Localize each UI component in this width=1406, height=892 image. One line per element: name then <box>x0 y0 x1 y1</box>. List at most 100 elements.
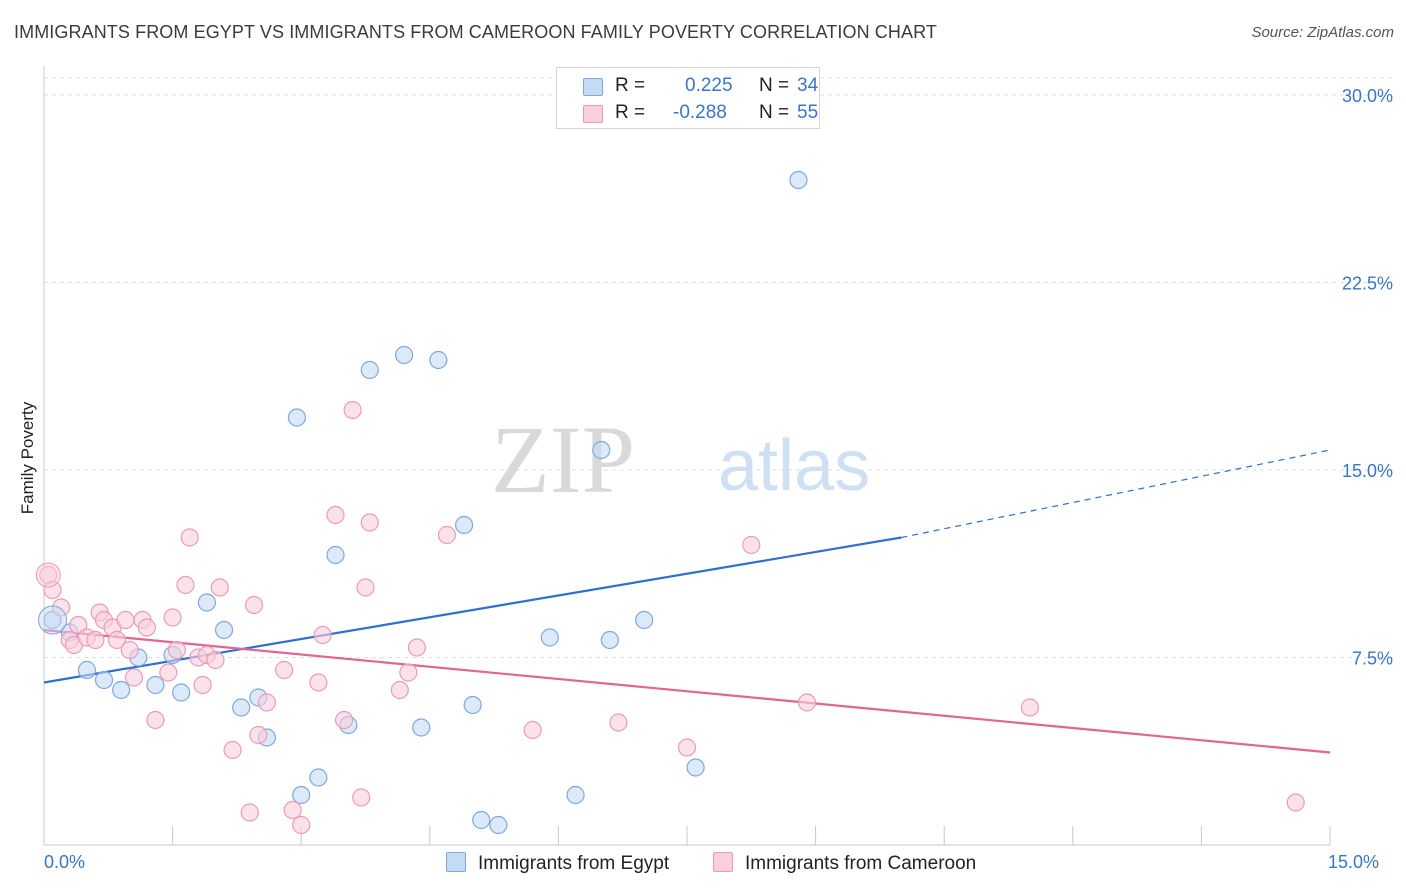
gridlines <box>44 77 1395 658</box>
egypt-point <box>635 610 654 630</box>
egypt-point <box>77 660 96 680</box>
bottom-legend-cameroon: Immigrants from Cameroon <box>713 852 976 875</box>
cameroon-point <box>116 610 135 630</box>
cameroon-point <box>609 713 628 732</box>
egypt-point <box>789 170 808 190</box>
cameroon-trend-line <box>43 628 1331 754</box>
egypt-point-large <box>38 605 68 635</box>
cameroon-point <box>257 693 277 712</box>
watermark: ZIP atlas <box>491 406 870 513</box>
cameroon-point <box>407 638 427 657</box>
egypt-point <box>232 698 251 717</box>
egypt-point <box>172 683 191 702</box>
chart-title: IMMIGRANTS FROM EGYPT VS IMMIGRANTS FROM… <box>14 22 937 42</box>
cameroon-point <box>107 630 126 650</box>
cameroon-point <box>210 578 229 597</box>
cameroon-point <box>309 673 328 692</box>
y-axis-title: Family Poverty <box>18 401 37 515</box>
cameroon-point <box>334 710 354 730</box>
cameroon-point <box>120 640 139 660</box>
cameroon-point <box>677 738 697 757</box>
egypt-point <box>592 440 611 460</box>
cameroon-point <box>249 725 268 745</box>
source-credit: Source: ZipAtlas.com <box>1251 24 1394 41</box>
bottom-cameroon-label: Immigrants from Cameroon <box>745 853 977 874</box>
cameroon-point <box>1286 793 1305 812</box>
bottom-egypt-swatch <box>446 852 466 872</box>
egypt-point <box>292 785 311 805</box>
cameroon-point <box>742 535 761 555</box>
cameroon-point <box>193 675 212 695</box>
cameroon-point <box>343 400 362 420</box>
egypt-point <box>540 628 559 647</box>
egypt-point <box>412 718 431 737</box>
cameroon-point <box>159 663 178 682</box>
egypt-point <box>472 810 491 830</box>
y-tick-label: 7.5% <box>1352 649 1393 669</box>
cameroon-point <box>206 650 225 670</box>
egypt-point <box>94 670 114 690</box>
cameroon-point <box>352 788 371 807</box>
cameroon-point <box>137 618 156 637</box>
x-tick-label-max: 15.0% <box>1328 852 1380 872</box>
cameroon-point <box>69 615 88 635</box>
egypt-point <box>326 545 345 565</box>
egypt-point <box>360 360 379 380</box>
cameroon-point <box>356 578 375 597</box>
watermark-atlas: atlas <box>718 426 870 506</box>
cameroon-point <box>244 595 264 615</box>
cameroon-point <box>390 680 409 700</box>
egypt-point <box>112 680 131 700</box>
cameroon-point <box>399 663 418 682</box>
cameroon-point <box>180 528 199 547</box>
bottom-legend-egypt: Immigrants from Egypt <box>446 852 669 875</box>
watermark-zip: ZIP <box>491 406 635 513</box>
bottom-cameroon-swatch <box>713 852 733 872</box>
y-tick-label: 15.0% <box>1342 461 1393 481</box>
cameroon-point <box>146 710 165 730</box>
cameroon-point <box>437 525 457 545</box>
cameroon-point <box>326 505 345 525</box>
cameroon-point <box>292 815 311 835</box>
egypt-point <box>197 593 216 612</box>
x-tick-label-min: 0.0% <box>44 852 86 872</box>
egypt-n-label: N = <box>759 75 790 96</box>
egypt-r-value: 0.225 <box>685 75 733 96</box>
egypt-point <box>600 630 619 650</box>
egypt-point <box>287 408 307 427</box>
data-points <box>35 170 1305 835</box>
egypt-point <box>463 695 482 715</box>
cameroon-point <box>313 625 332 645</box>
egypt-trend-line <box>43 536 902 684</box>
cameroon-r-label: R = <box>615 102 646 123</box>
cameroon-point <box>163 608 182 627</box>
egypt-point <box>566 785 585 805</box>
egypt-point <box>686 758 705 777</box>
egypt-point <box>146 675 165 695</box>
egypt-point <box>214 620 234 640</box>
cameroon-point <box>283 800 302 820</box>
y-tick-label: 30.0% <box>1342 86 1393 106</box>
egypt-point <box>454 515 474 535</box>
cameroon-point <box>240 803 259 822</box>
cameroon-point <box>86 630 105 650</box>
egypt-point <box>489 815 508 835</box>
cameroon-point <box>523 720 542 740</box>
cameroon-point <box>1020 698 1040 717</box>
axes <box>43 66 1331 846</box>
cameroon-point <box>797 693 817 712</box>
cameroon-point-large <box>35 562 61 588</box>
cameroon-point <box>176 575 195 595</box>
y-tick-labels: 7.5% 15.0% 22.5% 30.0% <box>1342 86 1393 669</box>
egypt-point <box>429 350 448 370</box>
egypt-point <box>394 345 414 365</box>
trend-lines <box>43 449 1331 754</box>
egypt-r-label: R = <box>615 75 646 96</box>
cameroon-swatch <box>583 105 603 123</box>
stats-legend: R = 0.225 N = 34 R = -0.288 N = 55 <box>556 67 820 129</box>
cameroon-point <box>223 740 242 760</box>
cameroon-point <box>167 640 186 660</box>
egypt-point <box>309 768 328 787</box>
y-tick-label: 22.5% <box>1342 274 1393 294</box>
cameroon-point <box>124 668 144 687</box>
